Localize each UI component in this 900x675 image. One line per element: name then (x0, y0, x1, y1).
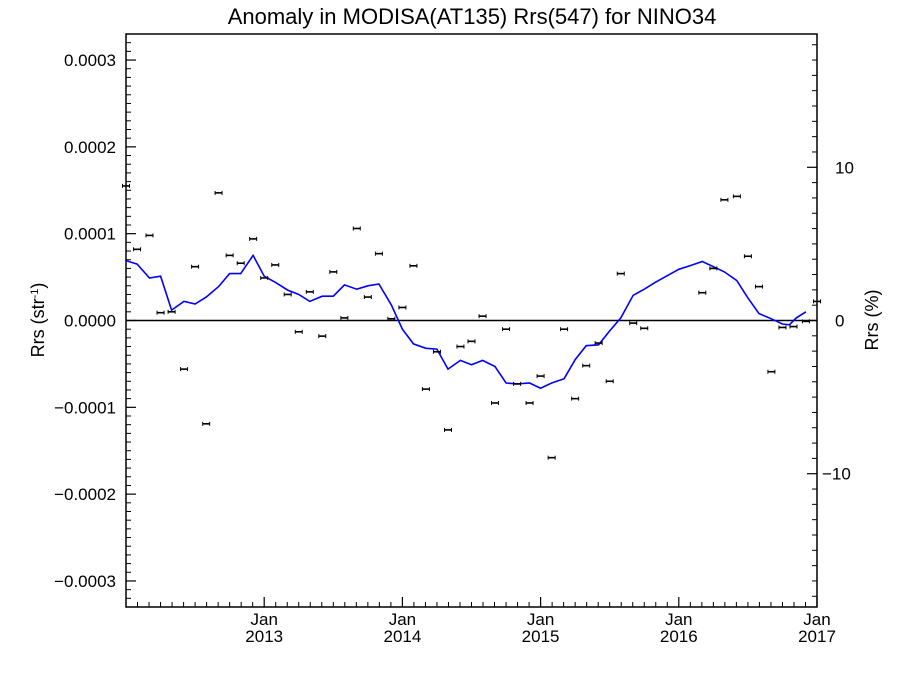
y2-tick-label: 0 (835, 312, 844, 331)
data-point (801, 319, 810, 324)
data-point (145, 233, 154, 238)
data-point (214, 190, 223, 195)
data-point (318, 334, 327, 339)
y2-tick-label: 10 (835, 158, 854, 177)
y-axis-left-label: Rrs (str-1) (28, 283, 48, 358)
data-point (605, 379, 614, 384)
chart-title: Anomaly in MODISA(AT135) Rrs(547) for NI… (228, 4, 717, 29)
data-point (456, 344, 465, 349)
minor-ticks (126, 33, 817, 608)
data-point (813, 299, 821, 304)
data-point (294, 329, 303, 334)
data-point (236, 261, 245, 266)
x-tick-month: Jan (389, 610, 416, 629)
data-point (444, 427, 453, 432)
data-point (789, 324, 798, 329)
data-point (180, 367, 189, 372)
data-point (363, 295, 372, 300)
y-tick-label: −0.0001 (54, 398, 116, 417)
data-point (594, 341, 603, 346)
data-point (525, 400, 534, 405)
data-point (732, 194, 741, 199)
data-point (560, 327, 569, 332)
data-point (305, 289, 314, 294)
data-point (640, 326, 649, 331)
data-point (133, 247, 142, 252)
data-point (421, 387, 430, 392)
series-points (122, 183, 821, 460)
data-point (409, 263, 418, 268)
data-point (225, 253, 234, 258)
data-point (352, 226, 361, 231)
data-point (122, 183, 130, 188)
data-point (283, 292, 292, 297)
data-point (167, 309, 176, 314)
y-tick-label: −0.0003 (54, 572, 116, 591)
x-tick-month: Jan (665, 610, 692, 629)
y-tick-label: 0.0003 (64, 51, 116, 70)
x-tick-month: Jan (803, 610, 830, 629)
x-tick-year: 2013 (245, 627, 283, 646)
data-point (743, 254, 752, 259)
y-tick-label: 0.0002 (64, 138, 116, 157)
data-point (467, 339, 476, 344)
x-tick-year: 2015 (522, 627, 560, 646)
data-point (571, 396, 580, 401)
data-point (156, 310, 165, 315)
data-point (202, 421, 211, 426)
data-point (754, 284, 763, 289)
x-tick-month: Jan (250, 610, 277, 629)
data-point (513, 381, 522, 386)
y-tick-label: −0.0002 (54, 485, 116, 504)
data-point (698, 290, 707, 295)
y-tick-label: 0.0001 (64, 225, 116, 244)
x-tick-year: 2016 (660, 627, 698, 646)
data-point (767, 369, 776, 374)
data-point (547, 455, 556, 460)
data-point (432, 349, 441, 354)
data-point (478, 314, 487, 319)
data-point (490, 400, 499, 405)
data-point (387, 316, 396, 321)
data-point (720, 197, 729, 202)
data-point (778, 325, 787, 330)
y-axis-right-label: Rrs (%) (862, 290, 882, 351)
data-point (502, 327, 511, 332)
data-point (249, 236, 258, 241)
y-axis-left: 0.0003 0.0002 0.0001 0.0000 −0.0001 −0.0002 −0… (54, 51, 136, 591)
data-point (629, 321, 638, 326)
data-point (398, 305, 407, 310)
data-point (616, 271, 625, 276)
data-point (709, 266, 718, 271)
y-axis-right: 10 0 −10 (807, 158, 854, 484)
y2-tick-label: −10 (822, 465, 851, 484)
data-point (260, 275, 269, 280)
data-point (191, 264, 200, 269)
x-tick-year: 2014 (383, 627, 421, 646)
data-point (329, 269, 338, 274)
data-point (536, 374, 545, 379)
data-point (340, 315, 349, 320)
y-tick-label: 0.0000 (64, 312, 116, 331)
x-tick-year: 2017 (798, 627, 836, 646)
series-line-blue (125, 253, 807, 390)
data-point (271, 262, 280, 267)
data-point (374, 251, 383, 256)
x-tick-month: Jan (527, 610, 554, 629)
data-point (582, 363, 591, 368)
